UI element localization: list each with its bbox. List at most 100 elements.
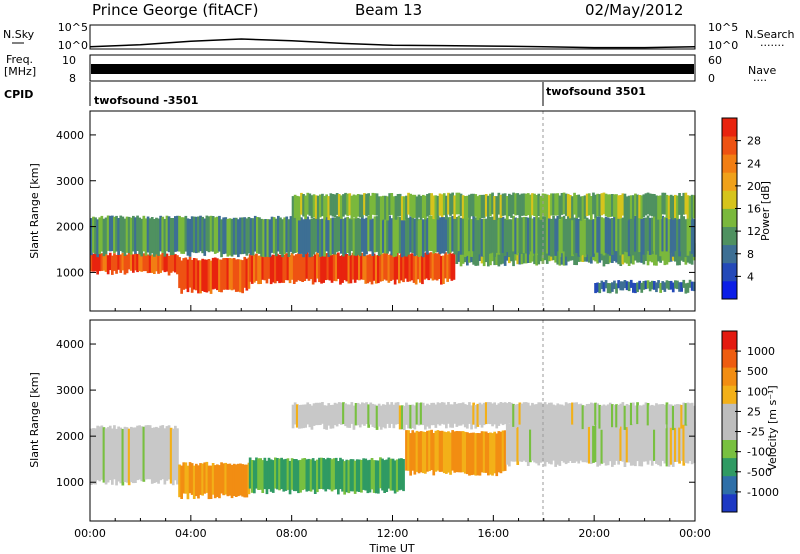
power-band-5-cell — [468, 194, 471, 218]
power-band-2-cell — [370, 255, 374, 285]
power-band-0-cell — [111, 255, 114, 275]
power-band-4-cell — [409, 216, 412, 253]
power-band-5-cell — [352, 194, 356, 218]
velocity-band-2-cell — [274, 457, 277, 489]
power-band-4-cell — [505, 216, 509, 252]
power-band-4-cell — [90, 218, 93, 256]
velocity-band-5-cell — [537, 402, 541, 425]
velocity-band-4-cell — [665, 423, 669, 467]
power-band-4-cell — [613, 215, 616, 252]
velocity-band-5-cell — [554, 405, 557, 430]
velocity-band-5-cell — [526, 402, 530, 425]
power-band-5-cell — [571, 196, 574, 221]
velocity-band-5-cell — [346, 404, 349, 428]
velocity-band-5-cell — [348, 404, 352, 428]
velocity-band-5-cell — [400, 405, 404, 430]
power-band-2-cell — [391, 253, 395, 280]
power-band-5-cell — [692, 195, 696, 219]
power-band-5-cell — [632, 195, 635, 219]
velocity-panel: 1000 2000 3000 4000 Slant Range [km] 1000 50… — [28, 319, 779, 522]
power-band-4-cell — [150, 217, 154, 254]
power-band-4-cell — [480, 218, 484, 257]
power-band-4-cell — [510, 219, 513, 258]
velocity-band-5-cell — [648, 405, 652, 430]
velocity-band-4-cell — [690, 422, 694, 465]
power-band-5-cell — [520, 193, 524, 216]
power-band-6-cell — [692, 281, 696, 292]
velocity-band-2-cell — [355, 459, 359, 492]
velocity-band-3-cell — [476, 433, 480, 476]
power-band-4-cell — [535, 217, 538, 255]
power-band-1-cell — [182, 258, 186, 290]
velocity-band-4-cell — [602, 421, 606, 463]
velocity-band-0-cell — [132, 427, 135, 484]
power-band-2-cell — [305, 252, 309, 279]
power-band-5-cell — [384, 195, 387, 220]
power-band-4-cell — [298, 217, 301, 254]
power-band-1-cell — [216, 258, 219, 291]
velocity-band-4-cell — [646, 422, 650, 465]
velocity-band-5-cell — [640, 405, 644, 430]
velocity-band-5-cell — [503, 402, 507, 425]
velocity-band-4-cell — [671, 424, 675, 467]
velocity-band-5-cell — [327, 403, 331, 426]
power-band-4-cell — [361, 216, 364, 252]
velocity-band-5-cell — [463, 404, 467, 428]
power-band-5-cell — [621, 193, 625, 216]
velocity-band-5-cell — [505, 403, 509, 426]
power-band-2-cell — [271, 254, 275, 283]
power-band-5-cell — [436, 195, 440, 220]
velocity-band-4-cell — [653, 420, 656, 461]
velocity-band-4-cell — [569, 420, 572, 461]
power-band-4-cell — [115, 215, 118, 252]
power-band-4-cell — [560, 216, 564, 254]
power-band-2-cell — [301, 254, 304, 282]
velocity-band-5-cell — [298, 405, 301, 429]
power-band-2-cell — [295, 254, 298, 282]
power-band-2-cell — [343, 253, 346, 281]
velocity-band-4-cell — [625, 421, 629, 463]
velocity-band-5-cell — [661, 404, 665, 428]
velocity-band-4-cell — [543, 423, 547, 467]
power-band-4-cell — [487, 217, 490, 254]
velocity-band-0-cell — [96, 425, 99, 481]
power-band-4-cell — [690, 217, 694, 254]
power-band-4-cell — [186, 218, 190, 256]
power-band-0-cell — [100, 253, 104, 271]
power-band-4-cell — [611, 218, 614, 255]
velocity-band-5-cell — [295, 404, 299, 428]
velocity-band-5-cell — [386, 402, 389, 424]
power-band-5-cell — [543, 193, 547, 217]
power-band-3-cell — [621, 245, 625, 265]
velocity-band-5-cell — [455, 403, 459, 427]
power-band-4-cell — [220, 219, 223, 258]
velocity-band-1-cell — [211, 463, 215, 495]
ytick-label: 4000 — [56, 338, 84, 351]
velocity-band-3-cell — [457, 431, 461, 473]
velocity-band-5-cell — [510, 402, 513, 426]
velocity-band-2-cell — [276, 458, 279, 490]
velocity-band-5-cell — [493, 402, 496, 425]
velocity-band-2-cell — [307, 458, 311, 491]
power-band-4-cell — [650, 217, 654, 255]
velocity-band-2-cell — [324, 459, 328, 492]
velocity-band-5-cell — [392, 404, 396, 429]
velocity-band-5-cell — [642, 404, 646, 429]
power-band-5-cell — [333, 194, 337, 218]
velocity-band-5-cell — [489, 402, 492, 425]
velocity-band-4-cell — [554, 424, 557, 467]
power-band-4-cell — [106, 215, 110, 251]
velocity-band-3-cell — [459, 431, 463, 473]
power-band-5-cell — [684, 192, 688, 215]
velocity-band-5-cell — [516, 404, 520, 428]
power-band-5-cell — [440, 194, 444, 218]
power-band-6-cell — [659, 282, 662, 293]
power-colorbar-swatch — [722, 208, 737, 227]
power-band-5-cell — [516, 193, 520, 216]
power-band-4-cell — [625, 216, 629, 253]
power-band-5-cell — [474, 194, 478, 217]
power-band-2-cell — [383, 252, 386, 280]
power-band-4-cell — [321, 218, 324, 257]
velocity-band-5-cell — [655, 403, 658, 426]
velocity-band-4-cell — [634, 423, 637, 467]
